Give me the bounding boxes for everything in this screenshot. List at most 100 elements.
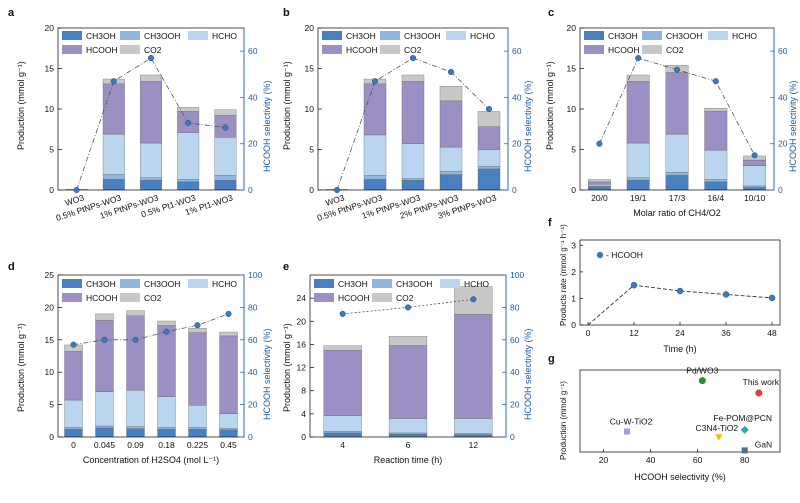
y-tick-label: 5 — [49, 400, 54, 410]
bar-segment-ch3ooh — [454, 433, 493, 435]
y-tick-label: 1 — [571, 293, 576, 303]
selectivity-point — [470, 296, 477, 303]
legend-text-co2-c: CO2 — [666, 45, 684, 55]
bar-segment-co2 — [219, 331, 238, 337]
y-tick-label: 10 — [567, 104, 577, 114]
x-tick-label: 80 — [740, 455, 750, 465]
y-axis-label-c: Production (mmol g⁻¹) — [545, 61, 555, 150]
legend-text-ch3ooh-d: CH3OOH — [144, 279, 180, 289]
selectivity-point — [404, 304, 412, 311]
x-tick-label: 24 — [675, 328, 685, 338]
y-tick-label: 0 — [309, 185, 314, 195]
category-label: 0.225 — [187, 440, 209, 450]
y-tick-label: 5 — [571, 145, 576, 155]
legend-swatch-hcooh-c — [584, 45, 604, 54]
selectivity-point — [185, 119, 192, 126]
category-label: 17/3 — [669, 193, 686, 203]
x-axis-label-f: Time (h) — [663, 344, 696, 354]
y2-tick-label: 0 — [512, 185, 517, 195]
y2-tick-label: 40 — [778, 92, 788, 102]
category-label: 0.09 — [127, 440, 144, 450]
bar-segment-hcooh — [95, 320, 114, 392]
y2-ticks-d: 0 20 40 60 80 100 — [240, 270, 262, 442]
bar-segment-hcho — [126, 390, 145, 427]
selectivity-point — [485, 105, 493, 113]
selectivity-line-e — [339, 296, 477, 317]
y-tick-label: 15 — [45, 64, 55, 74]
legend-a: CH3OH CH3OOH HCHO HCOOH CO2 — [62, 31, 237, 55]
x-tick-label: 0 — [586, 328, 591, 338]
selectivity-point — [70, 341, 77, 348]
y-tick-label: 20 — [305, 23, 315, 33]
y2-axis-label-a: HCOOH selectivity (%) — [262, 80, 272, 172]
bar-segment-co2 — [587, 179, 611, 183]
panel-label-c: c — [548, 7, 554, 19]
selectivity-point — [147, 55, 155, 62]
y-tick-label: 5 — [49, 145, 54, 155]
y-tick-label: 20 — [45, 23, 55, 33]
bar-segment-ch3oh — [626, 180, 650, 191]
selectivity-line-b — [333, 55, 493, 194]
bar-segment-ch3ooh — [363, 175, 387, 180]
y2-axis-label-b: HCOOH selectivity (%) — [523, 80, 533, 172]
legend-swatch-co2-e — [372, 293, 392, 302]
legend-swatch-hcho-d — [188, 279, 208, 288]
y-tick-label: 4 — [301, 409, 306, 419]
legend-text-hcho-c: HCHO — [732, 31, 757, 41]
y2-tick-label: 40 — [248, 92, 258, 102]
selectivity-point — [333, 186, 341, 194]
bar-segment-co2 — [214, 109, 237, 116]
bar-segment-ch3ooh — [626, 177, 650, 181]
bar-segment-ch3oh — [477, 168, 501, 191]
legend-text-ch3ooh-c: CH3OOH — [666, 31, 702, 41]
bar-segment-ch3ooh — [102, 174, 125, 180]
hcooh-rate-point — [768, 294, 776, 302]
legend-b: CH3OH CH3OOH HCHO HCOOH CO2 — [322, 31, 495, 55]
bar-segment-ch3oh — [126, 428, 145, 438]
scatter-point-label: Cu-W-TiO2 — [610, 417, 653, 427]
bar-segment-ch3ooh — [477, 166, 501, 170]
y2-tick-label: 0 — [248, 185, 253, 195]
legend-text-hcooh-c: HCOOH — [608, 45, 640, 55]
legend-swatch-co2-b — [380, 45, 400, 54]
bar-segment-hcooh — [188, 332, 207, 406]
legend-c: CH3OH CH3OOH HCHO HCOOH CO2 — [584, 31, 757, 55]
legend-swatch-ch3oh-b — [322, 31, 342, 40]
legend-text-co2-a: CO2 — [144, 45, 162, 55]
bar-segment-hcho — [587, 184, 611, 187]
selectivity-point — [225, 310, 232, 317]
selectivity-line — [73, 313, 229, 346]
legend-text-hcho-e: HCHO — [464, 279, 489, 289]
bar-segment-hcooh — [126, 315, 145, 391]
legend-swatch-hcooh-e — [314, 293, 334, 302]
y-axis-label-g: Production (mmol g⁻¹) — [559, 381, 568, 460]
bar-segment-hcooh — [665, 72, 689, 135]
selectivity-point — [194, 322, 201, 329]
bar-segment-ch3oh — [401, 180, 425, 191]
legend-swatch-co2-d — [120, 293, 140, 302]
selectivity-point — [339, 310, 346, 317]
category-label: 19/1 — [630, 193, 647, 203]
y2-tick-label: 20 — [248, 139, 258, 149]
y2-tick-label: 0 — [778, 185, 783, 195]
y-tick-label: 5 — [309, 145, 314, 155]
legend-swatch-hcho-a — [188, 31, 208, 40]
x-tick-label: 12 — [629, 328, 639, 338]
bar-segment-hcooh — [587, 181, 611, 185]
legend-text-ch3oh-e: CH3OH — [338, 279, 368, 289]
y-ticks-d: 0 5 10 15 20 25 — [45, 270, 62, 442]
category-label: 12 — [469, 440, 479, 450]
bar-segment-hcooh — [102, 83, 125, 135]
y2-tick-label: 80 — [248, 302, 258, 312]
bar-segment-ch3oh — [219, 429, 238, 438]
selectivity-point — [447, 68, 455, 76]
selectivity-line-c — [596, 55, 758, 159]
bar-segment-ch3oh — [157, 429, 176, 438]
legend-marker-hcooh-f — [596, 251, 604, 259]
y-axis-label-d: Production (mmol g⁻¹) — [16, 323, 26, 412]
legend-swatch-ch3ooh-a — [120, 31, 140, 40]
bar-segment-hcho — [157, 396, 176, 428]
legend-swatch-hcho-c — [708, 31, 728, 40]
bar-segment-hcho — [95, 391, 114, 427]
